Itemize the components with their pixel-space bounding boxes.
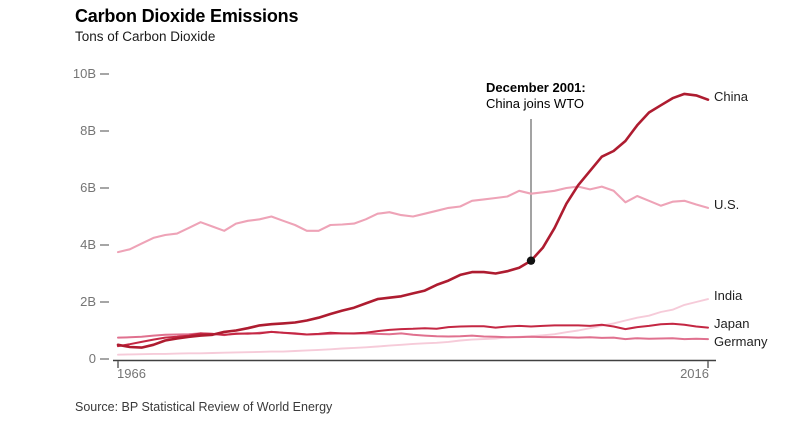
x-axis-label: 1966 xyxy=(117,366,146,381)
chart-title: Carbon Dioxide Emissions xyxy=(75,6,299,26)
x-axis-label: 2016 xyxy=(680,366,709,381)
source-credit: Source: BP Statistical Review of World E… xyxy=(75,400,333,414)
annotation-line2: China joins WTO xyxy=(486,96,585,111)
y-axis-tick-marks xyxy=(100,73,109,360)
y-axis-label: 6B xyxy=(80,180,96,195)
chart-subtitle: Tons of Carbon Dioxide xyxy=(75,29,216,44)
series-line-india xyxy=(117,298,709,356)
series-line-china xyxy=(116,92,710,349)
series-label-germany: Germany xyxy=(714,334,768,349)
series-lines xyxy=(116,92,710,356)
y-axis-label: 8B xyxy=(80,123,96,138)
y-axis-label: 4B xyxy=(80,237,96,252)
annotation-text: December 2001: China joins WTO xyxy=(486,80,586,112)
x-axis-tick-marks xyxy=(117,361,709,368)
y-axis-label: 10B xyxy=(72,66,96,81)
series-label-china: China xyxy=(714,89,748,104)
y-axis-label: 2B xyxy=(80,294,96,309)
annotation-dot xyxy=(526,256,536,265)
series-line-us xyxy=(116,185,710,254)
y-axis-label: 0 xyxy=(88,351,96,366)
series-label-us: U.S. xyxy=(714,197,740,212)
series-label-japan: Japan xyxy=(714,316,750,331)
series-label-india: India xyxy=(714,288,743,303)
annotation-line1: December 2001: xyxy=(486,80,586,95)
